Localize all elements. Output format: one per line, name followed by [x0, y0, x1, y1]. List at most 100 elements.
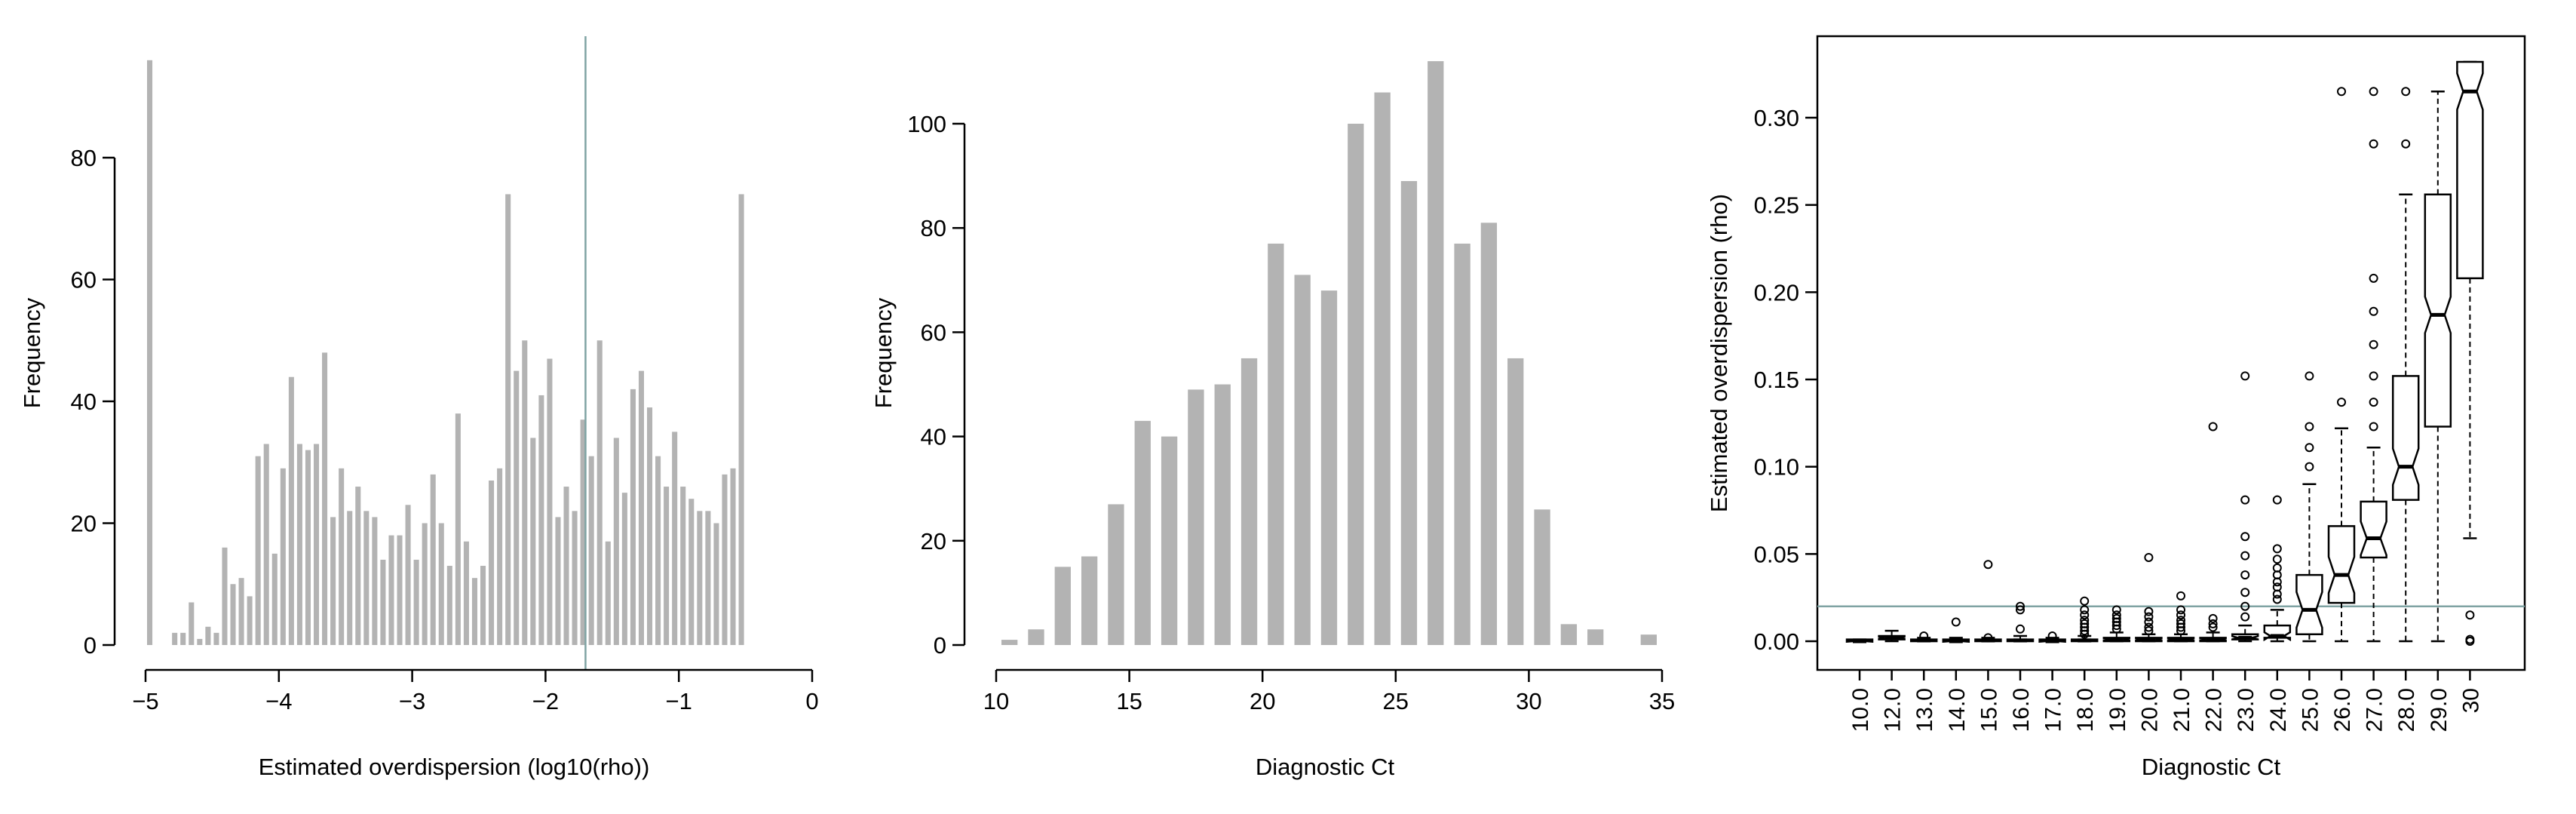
x-tick-label: −1: [666, 688, 692, 714]
outlier-point: [2465, 610, 2475, 620]
bar: [655, 456, 661, 645]
bar: [280, 468, 286, 645]
y-tick-label: 80: [921, 215, 946, 241]
x-tick-label: 22.0: [2202, 688, 2227, 732]
x-tick-label: 35: [1649, 688, 1675, 714]
outlier-point: [2111, 624, 2121, 634]
bar: [1480, 223, 1498, 645]
x-axis-label: Diagnostic Ct: [1256, 754, 1395, 780]
x-tick-label: 13.0: [1912, 688, 1937, 732]
bar: [363, 511, 370, 645]
x-tick-label: 0: [805, 688, 818, 714]
outlier-point: [2272, 554, 2282, 564]
y-tick-label: 100: [907, 111, 946, 137]
bar: [1640, 634, 1657, 645]
y-tick-label: 40: [921, 424, 946, 450]
bar: [471, 578, 477, 645]
outlier-point: [2080, 629, 2090, 639]
bar: [1454, 243, 1470, 645]
outlier-point: [2080, 605, 2090, 615]
bar: [172, 632, 178, 645]
x-tick-label: 15.0: [1976, 688, 2001, 732]
outlier-point: [2208, 613, 2218, 623]
y-tick-label: 60: [921, 319, 946, 346]
outlier-point: [1951, 617, 1961, 627]
bar: [1188, 389, 1204, 645]
histogram-diagnostic-ct: 10 15 20 25 30 35 0 20 40 60 80 100 Diagnostic Ct F…: [870, 61, 1675, 780]
x-tick-label: 10: [983, 688, 1009, 714]
bar: [688, 499, 695, 645]
bar: [455, 413, 461, 645]
outlier-point: [2401, 87, 2411, 97]
x-axis-label: Estimated overdispersion (log10(rho)): [259, 754, 650, 780]
bar: [422, 523, 428, 645]
bar: [722, 474, 728, 645]
bar: [413, 559, 419, 645]
bar: [305, 450, 311, 645]
bar: [1108, 504, 1124, 645]
bar: [222, 547, 228, 645]
outlier-point: [2240, 495, 2250, 505]
bar: [1428, 61, 1444, 645]
boxplot-rho-by-ct: 0.00 0.05 0.10 0.15 0.20 0.25 0.30 10.0 12.0 13.0…: [1706, 35, 2526, 780]
bar: [672, 432, 678, 645]
outlier-point: [2337, 398, 2346, 407]
x-tick-label: 28.0: [2394, 688, 2419, 732]
bar: [147, 60, 153, 646]
outlier-point: [2337, 87, 2346, 97]
outlier-point: [2305, 462, 2314, 472]
bar: [255, 456, 261, 645]
bar: [664, 487, 670, 645]
outlier-point: [2369, 306, 2378, 316]
axes: 10 15 20 25 30 35 0 20 40 60 80 100: [907, 111, 1675, 714]
outlier-point: [2080, 626, 2090, 636]
x-tick-label: 20: [1250, 688, 1275, 714]
bar: [405, 505, 411, 645]
outlier-point: [2272, 544, 2282, 554]
x-tick-label: 23.0: [2234, 688, 2259, 732]
outlier-point: [2369, 87, 2378, 97]
outlier-point: [2272, 495, 2282, 505]
box: [2424, 193, 2452, 428]
bar: [1161, 436, 1178, 645]
bar: [730, 468, 736, 645]
bar: [596, 340, 603, 645]
axes: 0.00 0.05 0.10 0.15 0.20 0.25 0.30 10.0 12.0 13.0…: [1754, 105, 2484, 732]
outlier-point: [1983, 560, 1993, 570]
outlier-point: [2305, 371, 2314, 381]
y-axis-label: Estimated overdispersion (rho): [1706, 194, 1732, 512]
outlier-point: [1919, 631, 1929, 641]
bar: [705, 511, 711, 645]
bar: [547, 358, 553, 645]
y-tick-label: 0: [934, 632, 946, 659]
x-tick-label: 29.0: [2427, 688, 2452, 732]
outlier-point: [2144, 617, 2154, 627]
y-tick-label: 80: [71, 145, 97, 171]
x-tick-label: 21.0: [2170, 688, 2194, 732]
outlier-point: [2016, 605, 2025, 615]
outlier-point: [2144, 626, 2154, 636]
outlier-point: [2240, 570, 2250, 580]
x-tick-label: 10.0: [1848, 688, 1873, 732]
outlier-point: [2047, 631, 2057, 641]
bar: [1294, 275, 1311, 645]
x-tick-label: 27.0: [2363, 688, 2387, 732]
bar: [380, 559, 386, 645]
outlier-point: [2240, 371, 2250, 381]
outlier-point: [2272, 589, 2282, 599]
outlier-point: [2240, 601, 2250, 611]
outlier-point: [2080, 596, 2090, 606]
bar: [263, 444, 269, 645]
outlier-point: [2272, 577, 2282, 587]
x-tick-label: 30: [1516, 688, 1541, 714]
outlier-point: [2144, 622, 2154, 632]
x-tick-label: −5: [132, 688, 158, 714]
outlier-point: [2240, 532, 2250, 542]
bar: [355, 487, 361, 645]
bar: [372, 517, 378, 645]
outlier-point: [2144, 607, 2154, 616]
box: [2360, 500, 2387, 559]
y-tick-label: 0.05: [1754, 541, 1799, 567]
bar: [446, 566, 452, 645]
